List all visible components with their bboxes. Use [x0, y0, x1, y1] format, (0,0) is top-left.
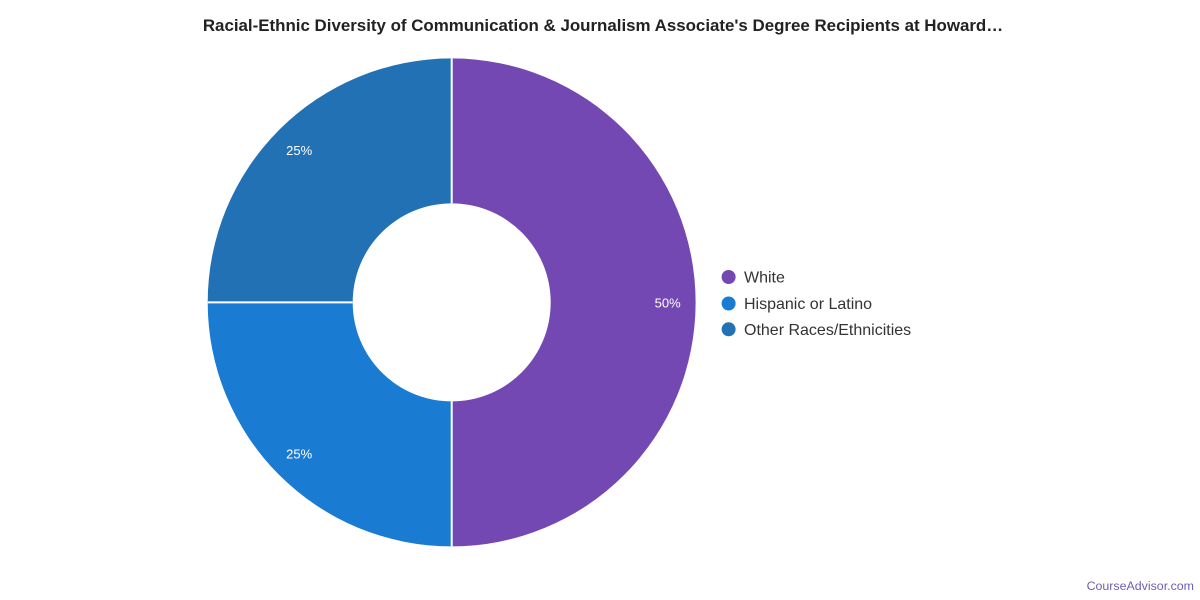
svg-text:50%: 50% [655, 295, 681, 310]
svg-text:Other Races/Ethnicities: Other Races/Ethnicities [744, 322, 911, 339]
svg-text:25%: 25% [286, 143, 312, 158]
svg-text:Hispanic or Latino: Hispanic or Latino [744, 296, 872, 313]
svg-text:25%: 25% [286, 447, 312, 462]
svg-text:White: White [744, 270, 785, 287]
